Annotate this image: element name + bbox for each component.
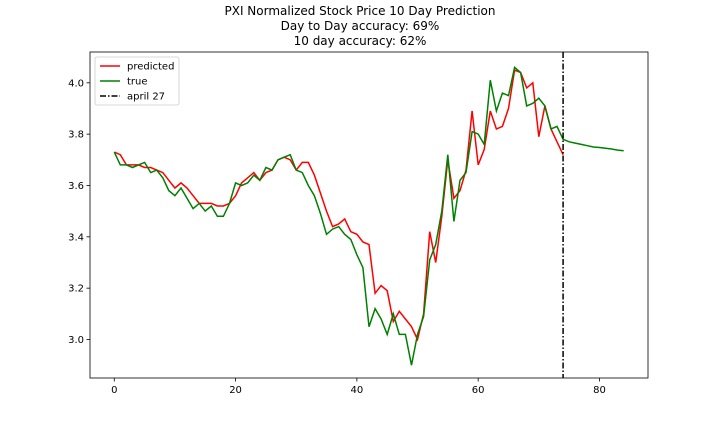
- legend-label-vline: april 27: [127, 92, 165, 103]
- y-tick-label: 3.2: [68, 284, 84, 295]
- y-tick-label: 3.8: [68, 130, 84, 141]
- legend-box: [94, 56, 180, 106]
- x-tick-label: 20: [229, 385, 242, 396]
- series-line-true: [113, 66, 624, 366]
- chart-subtitle-day-accuracy: Day to Day accuracy: 69%: [280, 19, 440, 33]
- x-tick-label: 80: [593, 385, 606, 396]
- y-tick-label: 3.4: [68, 232, 84, 243]
- x-tick-label: 40: [351, 385, 364, 396]
- legend: predicted true april 27: [94, 56, 180, 106]
- x-tick-label: 60: [472, 385, 485, 396]
- series-line-predicted: [114, 68, 564, 342]
- legend-label-true: true: [127, 77, 148, 88]
- x-axis-ticks: 0 20 40 60 80: [111, 378, 606, 396]
- y-axis-ticks: 3.0 3.2 3.4 3.6 3.8 4.0: [68, 78, 90, 346]
- y-tick-label: 4.0: [68, 78, 84, 89]
- chart-subtitle-10day-accuracy: 10 day accuracy: 62%: [293, 34, 427, 48]
- y-tick-label: 3.6: [68, 181, 84, 192]
- y-tick-label: 3.0: [68, 335, 84, 346]
- legend-label-predicted: predicted: [127, 62, 174, 73]
- x-tick-label: 0: [111, 385, 117, 396]
- axes-frame: [89, 51, 649, 379]
- plot-lines: [113, 52, 624, 378]
- chart-title: PXI Normalized Stock Price 10 Day Predic…: [224, 4, 496, 18]
